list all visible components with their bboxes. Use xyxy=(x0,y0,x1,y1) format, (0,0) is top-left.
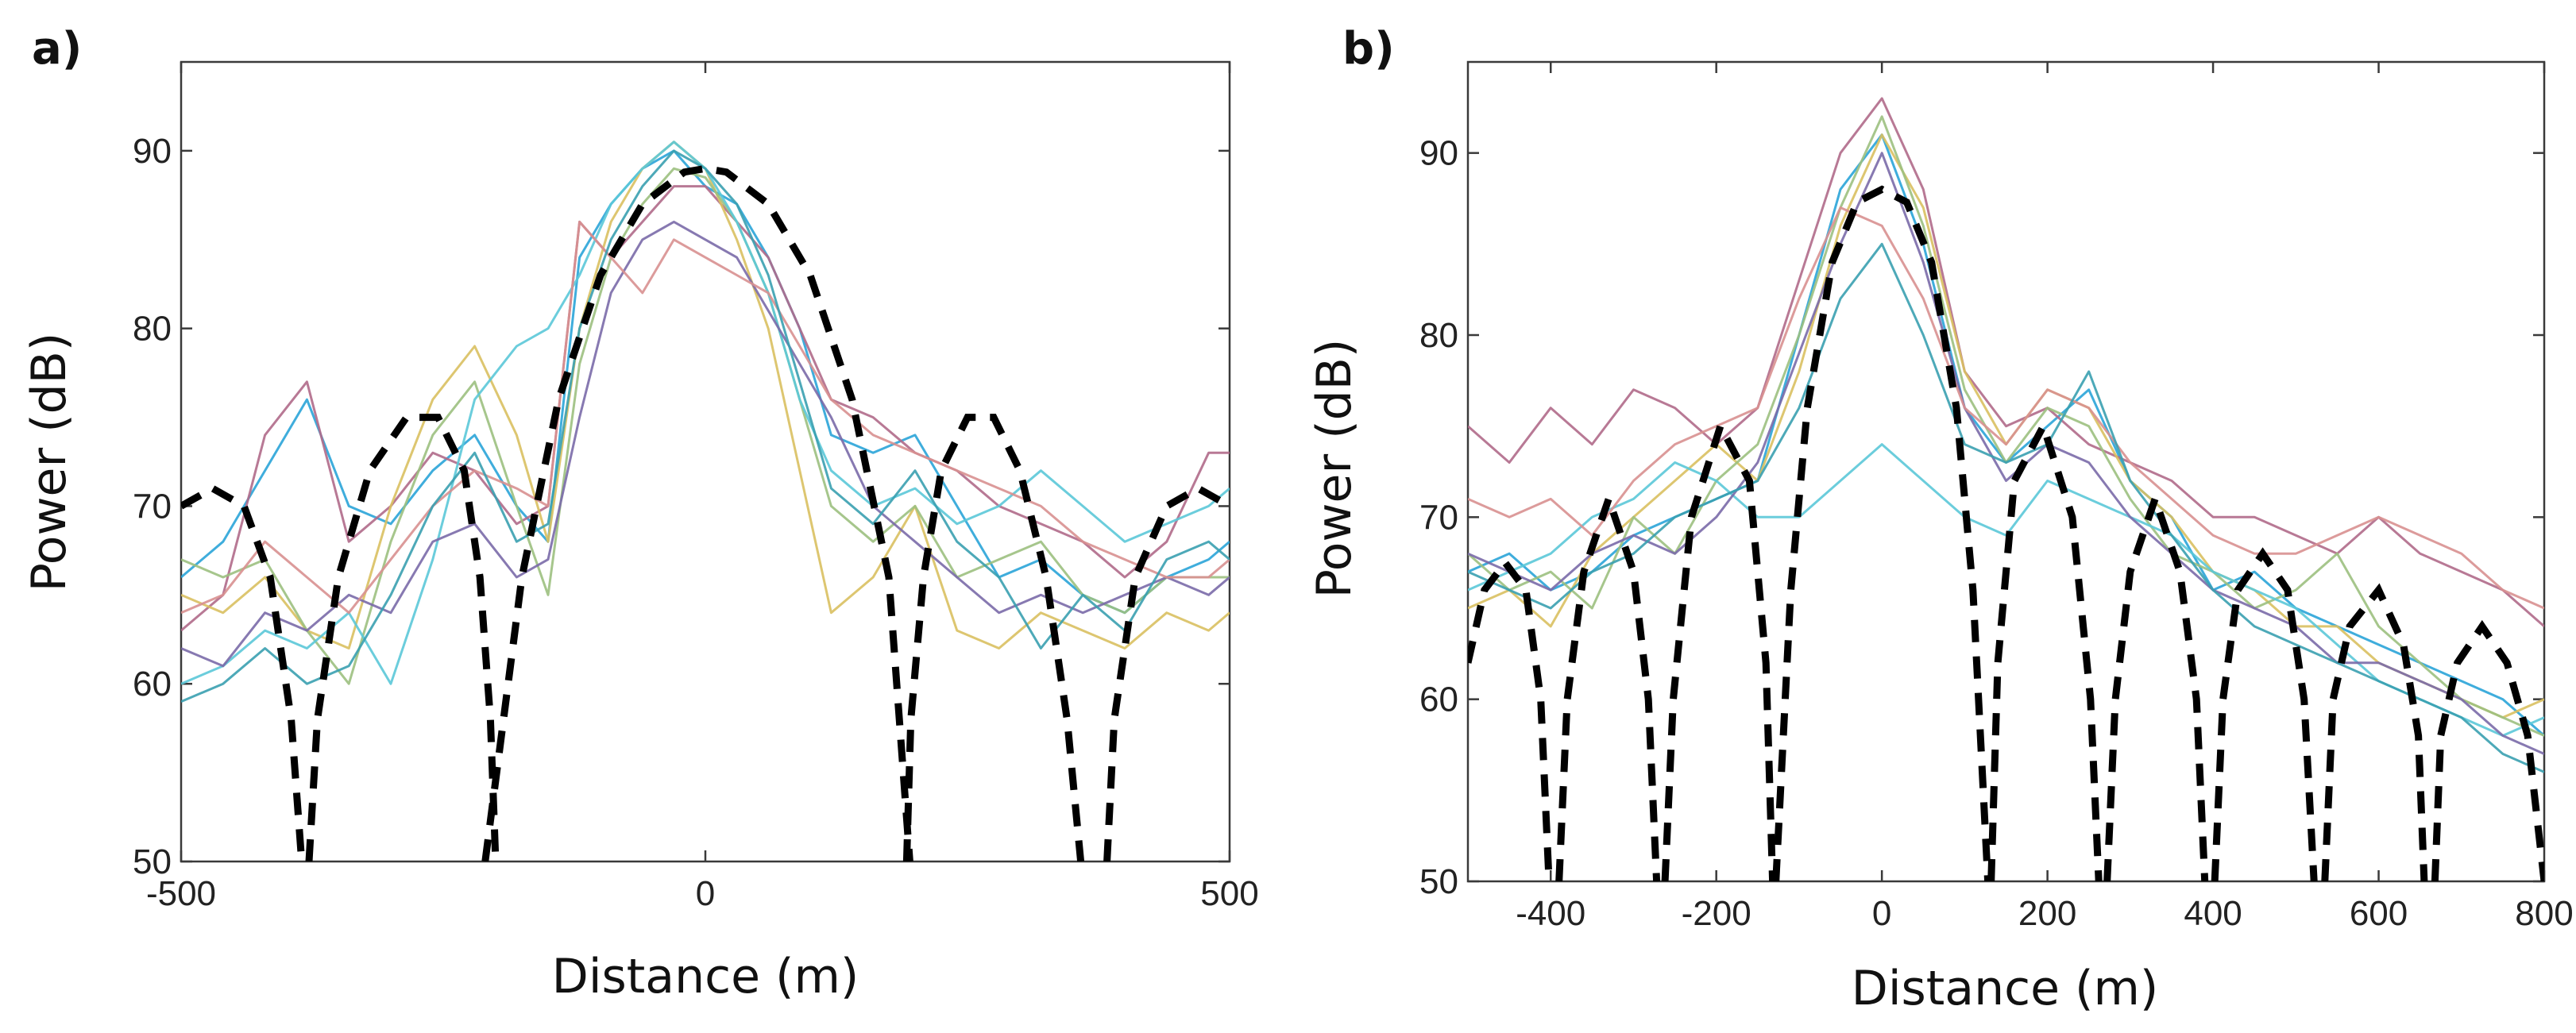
series-line-7 xyxy=(181,220,1230,615)
panel-b: 50 60 70 80 90 -400 -200 0 200 400 600 800 b) Power (… xyxy=(1307,23,2574,1016)
x-tick-label: 200 xyxy=(2018,894,2076,933)
x-tick-label: 400 xyxy=(2184,894,2242,933)
plot-frame xyxy=(1466,60,2546,883)
theory-side-lobe xyxy=(2103,488,2209,881)
x-tick-label: 600 xyxy=(2350,894,2408,933)
theory-side-lobe xyxy=(902,414,1085,861)
series-line-8 xyxy=(181,149,1230,703)
y-tick-label: 80 xyxy=(133,310,172,349)
series-line-3 xyxy=(181,141,1230,649)
series-line-1 xyxy=(181,149,1230,615)
x-axis-label: Distance (m) xyxy=(552,949,859,1004)
theory-side-lobe xyxy=(305,414,500,861)
theory-side-lobe xyxy=(181,484,306,861)
y-axis-label: Power (dB) xyxy=(1307,339,1362,599)
y-tick-label: 60 xyxy=(1419,680,1458,719)
series-line-6 xyxy=(181,220,1230,668)
theory-main-lobe xyxy=(1772,185,1992,881)
series-line-2 xyxy=(181,185,1230,632)
series-line-6 xyxy=(1468,152,2544,755)
panel-label: b) xyxy=(1342,23,1395,75)
x-tick-label: -400 xyxy=(1516,894,1585,933)
theory-curve xyxy=(181,164,1230,861)
x-tick-label: 800 xyxy=(2515,894,2573,933)
traces xyxy=(181,141,1230,703)
x-tick-label: 0 xyxy=(1872,894,1891,933)
panel-label: a) xyxy=(32,23,82,75)
y-tick-label: 50 xyxy=(1419,862,1458,901)
x-tick-label: -200 xyxy=(1682,894,1751,933)
y-tick-label: 90 xyxy=(1419,134,1458,173)
y-tick-label: 60 xyxy=(133,665,172,703)
theory-side-lobe xyxy=(1468,557,1553,881)
theory-side-lobe xyxy=(2431,619,2544,881)
panel-a: 50 60 70 80 90 -500 0 500 a) Power (dB) Distance (… xyxy=(21,23,1259,1004)
y-tick-label: 90 xyxy=(133,132,172,171)
x-tick-label: 500 xyxy=(1200,874,1258,913)
theory-side-lobe xyxy=(2321,583,2428,881)
series-line-2 xyxy=(1468,97,2544,628)
y-tick-label: 80 xyxy=(1419,316,1458,355)
y-tick-label: 70 xyxy=(1419,498,1458,537)
series-line-8 xyxy=(1468,242,2544,773)
theory-side-lobe xyxy=(2211,547,2318,881)
series-line-7 xyxy=(1468,206,2544,610)
x-axis-label: Distance (m) xyxy=(1852,961,2159,1016)
theory-side-lobe xyxy=(1555,488,1661,881)
theory-side-lobe xyxy=(1661,417,1777,881)
y-tick-label: 70 xyxy=(133,487,172,526)
y-axis-label: Power (dB) xyxy=(21,333,77,592)
x-tick-label: -500 xyxy=(146,874,216,913)
theory-curve xyxy=(1468,185,2544,881)
theory-side-lobe xyxy=(1103,484,1230,861)
y-tick-label: 50 xyxy=(133,842,172,881)
traces xyxy=(1468,97,2544,773)
series-line-4 xyxy=(181,167,1230,685)
theory-main-lobe xyxy=(481,164,913,861)
x-tick-label: 0 xyxy=(696,874,715,913)
series-line-1 xyxy=(1468,133,2544,737)
theory-side-lobe xyxy=(1987,417,2103,881)
